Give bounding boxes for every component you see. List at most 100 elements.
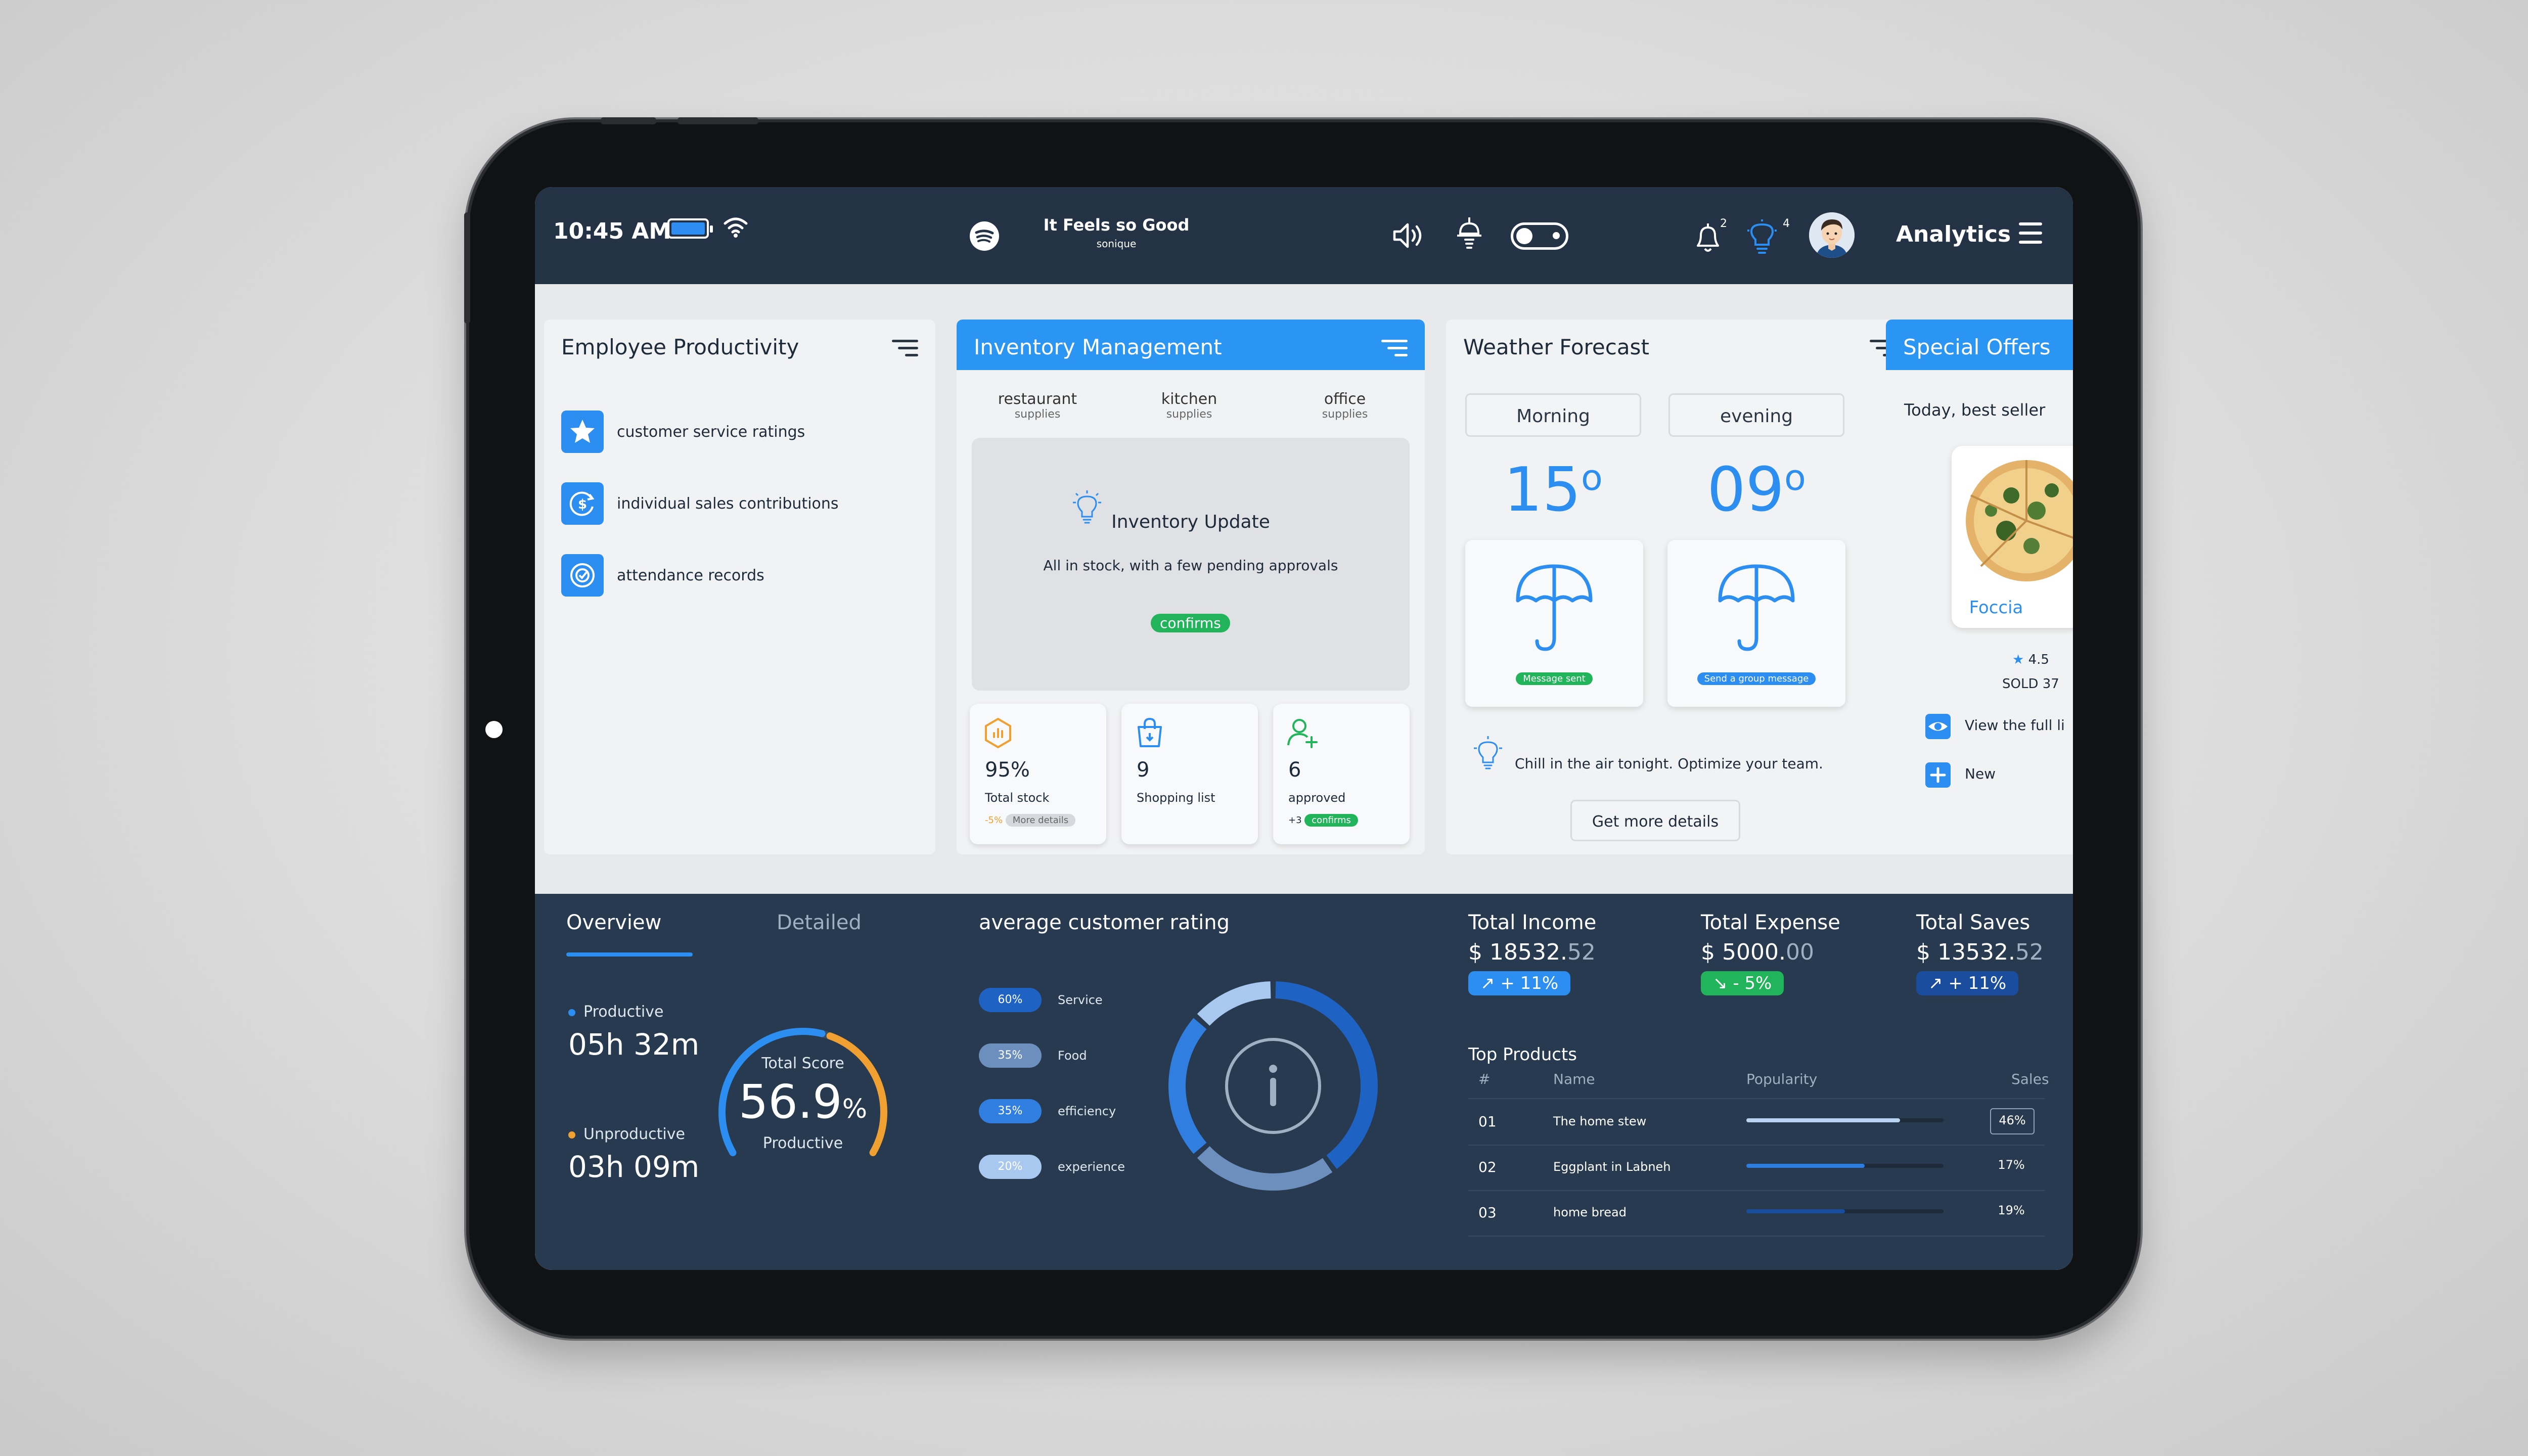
rating-label: Service: [1058, 993, 1103, 1007]
productivity-item[interactable]: customer service ratings: [561, 411, 805, 453]
productivity-item-label: customer service ratings: [617, 423, 805, 441]
filter-icon[interactable]: [1381, 340, 1408, 361]
song-artist: sonique: [1096, 238, 1137, 250]
finance-value: $ 18532.52: [1468, 939, 1596, 965]
add-user-icon: [1287, 719, 1318, 748]
stat-label: approved: [1288, 791, 1346, 805]
spotify-icon[interactable]: [970, 221, 999, 251]
rating-pill: 20%: [979, 1155, 1042, 1179]
status-bar: 10:45 AM It Feels so Good sonique: [535, 187, 2073, 284]
finance-badge: ↘ - 5%: [1701, 971, 1784, 995]
tab-sublabel: supplies: [1014, 408, 1061, 421]
finance-value-main: $ 5000.: [1701, 939, 1786, 965]
tab-overview[interactable]: Overview: [566, 911, 662, 934]
filter-icon[interactable]: [892, 340, 918, 361]
tablet-top-button: [601, 117, 656, 124]
pizza-image: [1966, 460, 2073, 581]
finance-badge: ↗ + 11%: [1468, 971, 1571, 995]
hamburger-menu-icon[interactable]: [2019, 222, 2042, 250]
donut-segment: [1168, 1018, 1207, 1154]
umbrella-icon: [1516, 564, 1593, 651]
info-icon-bar: [1270, 1078, 1276, 1106]
eye-icon[interactable]: [1925, 714, 1951, 739]
unproductive-dot: [568, 1131, 575, 1139]
stat-value: 9: [1137, 758, 1150, 782]
bell-icon[interactable]: [1693, 221, 1723, 255]
lamp-icon[interactable]: [1455, 215, 1483, 255]
send-group-message-button[interactable]: Send a group message: [1667, 672, 1845, 685]
stat-approved[interactable]: 6 approved +3 confirms: [1273, 704, 1410, 844]
get-more-details-button[interactable]: Get more details: [1570, 800, 1740, 841]
volume-icon[interactable]: [1391, 220, 1427, 251]
page-title: Analytics: [1896, 221, 2011, 247]
avatar-icon: [1809, 212, 1855, 258]
bulb-icon[interactable]: [1745, 219, 1779, 256]
card-title: Special Offers: [1903, 335, 2051, 359]
unproductive-label: Unproductive: [583, 1125, 685, 1143]
info-icon-ring: [1225, 1038, 1321, 1134]
tab-label: restaurant: [998, 390, 1077, 408]
finance-value-main: $ 18532.: [1468, 939, 1567, 965]
more-details-button[interactable]: More details: [1005, 814, 1076, 827]
tab-morning[interactable]: Morning: [1465, 393, 1641, 437]
tab-kitchen-supplies[interactable]: kitchen supplies: [1139, 390, 1240, 421]
finance-value-decimal: 00: [1785, 939, 1814, 965]
productivity-item[interactable]: $ individual sales contributions: [561, 482, 839, 525]
header-sales: Sales: [2011, 1071, 2049, 1087]
theme-toggle[interactable]: [1511, 222, 1568, 250]
productivity-item[interactable]: attendance records: [561, 554, 764, 597]
wifi-icon: [724, 217, 748, 238]
stat-shopping-list[interactable]: 9 Shopping list: [1121, 704, 1258, 844]
avatar[interactable]: [1809, 212, 1855, 258]
tablet-camera: [485, 721, 503, 738]
trend-up-icon: ↗: [1928, 973, 1943, 993]
rating-label: efficiency: [1058, 1104, 1116, 1118]
table-row[interactable]: 03 home bread 19%: [1468, 1190, 2045, 1237]
tab-evening[interactable]: evening: [1668, 393, 1844, 437]
confirm-button-label: confirms: [1151, 614, 1230, 632]
tab-office-supplies[interactable]: office supplies: [1294, 390, 1395, 421]
tab-detailed[interactable]: Detailed: [777, 911, 862, 934]
product-card[interactable]: Foccia: [1952, 446, 2073, 628]
confirm-button[interactable]: confirms: [1151, 614, 1230, 632]
temp-value: 09: [1707, 455, 1784, 525]
product-rating: ★ 4.5: [2012, 652, 2049, 667]
bulb-icon: [1474, 736, 1502, 769]
finance-badge: ↗ + 11%: [1916, 971, 2019, 995]
plus-icon[interactable]: [1925, 762, 1951, 788]
header-popularity: Popularity: [1746, 1071, 1818, 1087]
analytics-panel: Overview Detailed Productive 05h 32m Unp…: [535, 894, 2073, 1270]
evening-temperature: 09o: [1668, 455, 1844, 525]
top-products-header: # Name Popularity Sales: [1468, 1071, 2049, 1099]
card-title: Employee Productivity: [561, 335, 799, 359]
productive-label: Productive: [583, 1003, 664, 1021]
stat-total-stock[interactable]: 95% Total stock -5% More details: [970, 704, 1106, 844]
row-num: 01: [1478, 1113, 1497, 1130]
score-unit: %: [842, 1094, 868, 1124]
table-row[interactable]: 02 Eggplant in Labneh 17%: [1468, 1145, 2045, 1191]
finance-value-decimal: 52: [2015, 939, 2044, 965]
table-row[interactable]: 01 The home stew 46%: [1468, 1099, 2045, 1146]
sales-pct: 17%: [1998, 1158, 2025, 1172]
finance-title: Total Income: [1468, 911, 1597, 934]
rating-pill: 35%: [979, 1099, 1042, 1123]
send-group-message-label: Send a group message: [1697, 672, 1816, 685]
bulb-count: 4: [1783, 217, 1790, 230]
rating-label: Food: [1058, 1049, 1087, 1063]
productivity-item-label: attendance records: [617, 566, 764, 584]
rating-pill: 60%: [979, 988, 1042, 1012]
tab-sublabel: supplies: [1166, 408, 1212, 421]
svg-text:$: $: [578, 497, 587, 512]
message-sent-button[interactable]: Message sent: [1465, 672, 1643, 685]
popularity-bar: [1746, 1209, 1944, 1213]
finance-badge-value: + 11%: [1500, 973, 1559, 993]
stat-label: Shopping list: [1137, 791, 1215, 805]
now-playing[interactable]: It Feels so Good sonique: [1010, 215, 1223, 250]
view-full-list-link[interactable]: View the full li: [1965, 717, 2065, 734]
clock: 10:45 AM: [553, 218, 671, 244]
dollar-refresh-icon: $: [561, 482, 604, 525]
new-link[interactable]: New: [1965, 765, 1996, 782]
donut-segment: [1197, 1146, 1333, 1191]
confirms-button[interactable]: confirms: [1304, 814, 1358, 827]
tab-restaurant-supplies[interactable]: restaurant supplies: [987, 390, 1088, 421]
